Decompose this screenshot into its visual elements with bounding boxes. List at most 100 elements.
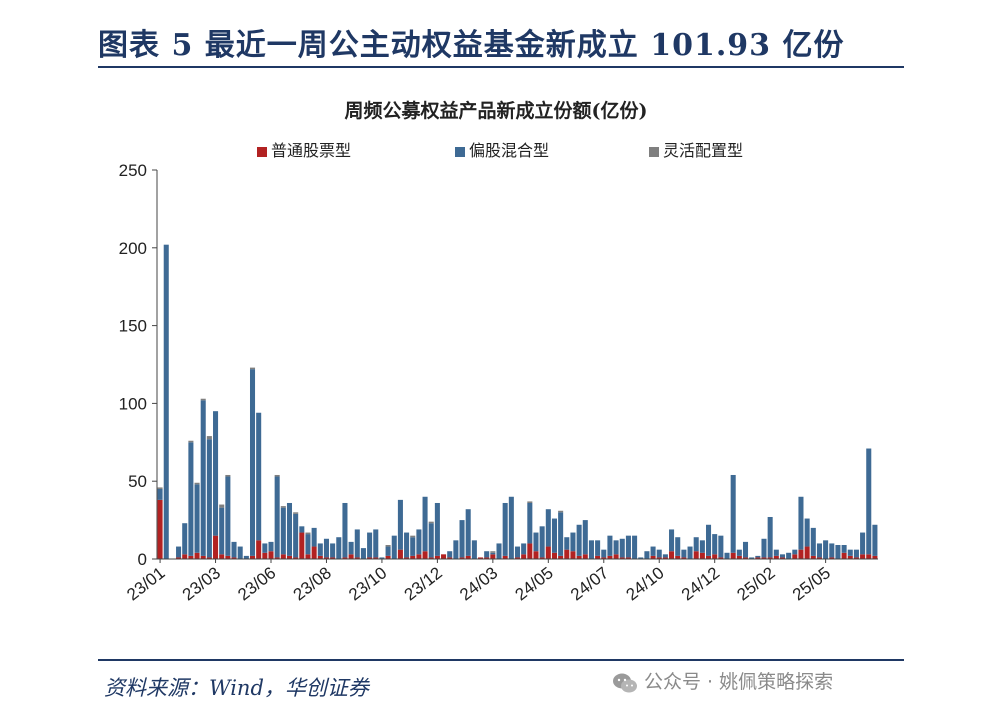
bar-hybrid xyxy=(225,476,231,556)
bar-hybrid xyxy=(157,488,163,500)
x-tick-label: 24/12 xyxy=(678,563,723,604)
bar-hybrid xyxy=(274,476,280,558)
bar-stock xyxy=(157,499,163,559)
bar-stock xyxy=(441,554,447,559)
bar-hybrid xyxy=(249,369,256,556)
bar-stock xyxy=(570,551,576,559)
bar-stock xyxy=(182,554,188,559)
chart-legend: 普通股票型 偏股混合型 灵活配置型 xyxy=(0,137,992,161)
bar-stock xyxy=(286,555,293,559)
y-tick-label: 150 xyxy=(119,317,147,336)
bar-stock xyxy=(465,555,471,559)
bar-hybrid xyxy=(330,543,336,558)
bar-stock xyxy=(213,535,219,559)
bar-hybrid xyxy=(779,554,786,558)
header-rule xyxy=(98,66,904,68)
bar-hybrid xyxy=(465,509,471,556)
bar-hybrid xyxy=(305,534,311,555)
bar-stock xyxy=(866,554,872,559)
bar-stock xyxy=(730,552,736,559)
bar-stock xyxy=(176,557,182,559)
bar-hybrid xyxy=(336,537,342,559)
x-tick-label: 23/08 xyxy=(290,563,335,604)
bar-stock xyxy=(810,555,816,559)
legend-swatch-stock xyxy=(257,146,267,157)
legend-item-flexible: 灵活配置型 xyxy=(649,137,743,161)
bar-hybrid xyxy=(176,546,182,558)
bar-stock xyxy=(681,557,687,559)
bar-flexible xyxy=(410,535,416,538)
bar-stock xyxy=(841,552,847,559)
wechat-icon xyxy=(613,673,637,692)
bar-stock xyxy=(779,557,786,559)
bar-hybrid xyxy=(416,529,422,555)
x-tick-label: 24/07 xyxy=(567,563,612,604)
source-note: 资料来源：Wind，华创证券 xyxy=(104,676,369,700)
bar-stock xyxy=(860,554,866,559)
bar-flexible xyxy=(249,367,256,370)
bar-hybrid xyxy=(280,507,286,555)
bar-hybrid xyxy=(669,529,675,552)
bar-stock xyxy=(367,557,373,559)
bar-flexible xyxy=(225,474,231,477)
bar-hybrid xyxy=(866,448,872,555)
bar-stock xyxy=(773,555,779,559)
bar-stock xyxy=(194,552,200,559)
x-tick-label: 25/05 xyxy=(789,563,834,604)
bar-hybrid xyxy=(323,538,329,558)
bar-stock xyxy=(625,557,631,559)
bar-hybrid xyxy=(268,541,274,552)
y-tick-label: 200 xyxy=(119,239,147,258)
bar-hybrid xyxy=(391,535,397,559)
x-tick-label: 23/10 xyxy=(345,563,390,604)
bar-stock xyxy=(447,557,453,559)
bar-hybrid xyxy=(367,532,373,558)
bar-flexible xyxy=(385,545,391,547)
bar-stock xyxy=(342,557,348,559)
bar-stock xyxy=(699,552,705,559)
bar-hybrid xyxy=(798,496,804,550)
bar-stock xyxy=(619,557,625,559)
bar-hybrid xyxy=(853,549,859,558)
bar-hybrid xyxy=(724,552,730,559)
x-tick-label: 23/03 xyxy=(179,563,224,604)
bar-stock xyxy=(311,546,317,559)
bar-hybrid xyxy=(761,538,767,558)
bar-stock xyxy=(397,549,403,559)
bar-stock xyxy=(478,557,484,559)
bar-stock xyxy=(669,551,675,559)
bar-hybrid xyxy=(601,549,607,558)
bar-hybrid xyxy=(163,244,169,559)
bar-stock xyxy=(662,557,668,559)
bar-hybrid xyxy=(786,552,792,559)
bar-stock xyxy=(798,549,804,559)
bar-stock xyxy=(373,557,379,559)
y-tick-label: 100 xyxy=(119,394,147,413)
bar-hybrid xyxy=(742,541,749,558)
bar-hybrid xyxy=(508,496,514,559)
bar-stock xyxy=(330,557,336,559)
bar-flexible xyxy=(188,440,194,443)
bar-stock xyxy=(521,554,527,559)
bar-hybrid xyxy=(243,555,249,559)
bar-stock xyxy=(348,554,354,559)
bar-hybrid xyxy=(231,541,237,558)
bar-hybrid xyxy=(792,549,798,555)
bar-stock xyxy=(502,555,508,559)
bar-hybrid xyxy=(459,520,465,558)
bar-stock xyxy=(188,555,194,559)
bar-stock xyxy=(829,557,835,559)
bar-stock xyxy=(533,551,539,559)
bar-hybrid xyxy=(656,549,662,558)
bar-hybrid xyxy=(613,540,619,555)
bar-stock xyxy=(416,554,422,559)
bar-hybrid xyxy=(736,549,742,556)
bar-hybrid xyxy=(397,499,403,550)
bar-hybrid xyxy=(213,411,219,536)
legend-item-hybrid: 偏股混合型 xyxy=(455,137,549,161)
bar-hybrid xyxy=(810,527,816,556)
bar-flexible xyxy=(194,482,200,485)
bar-hybrid xyxy=(293,513,299,558)
bar-stock xyxy=(410,555,416,559)
x-tick-label: 25/02 xyxy=(733,563,778,604)
